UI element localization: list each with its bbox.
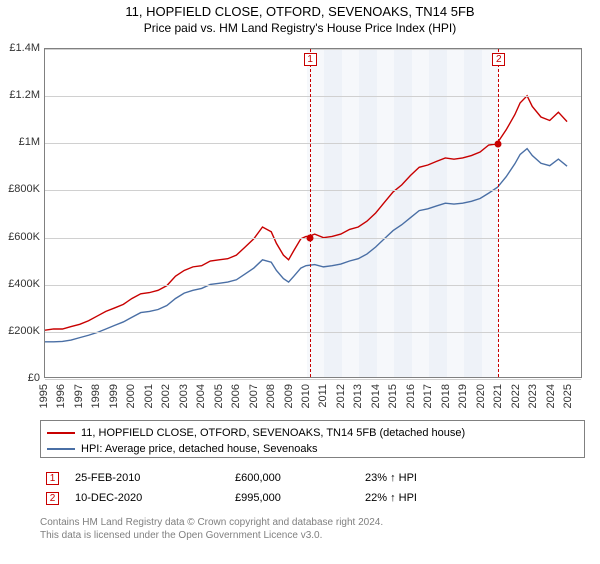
event-marker: 2 (46, 492, 59, 505)
x-tick-label: 2006 (230, 384, 242, 408)
x-tick-label: 2016 (405, 384, 417, 408)
gridline-h (45, 379, 581, 380)
legend-item: HPI: Average price, detached house, Seve… (47, 441, 578, 457)
x-tick-label: 2002 (160, 384, 172, 408)
x-tick-label: 2005 (213, 384, 225, 408)
x-tick-label: 2013 (352, 384, 364, 408)
marker-label: 1 (304, 53, 317, 66)
x-tick-label: 2014 (370, 384, 382, 408)
event-marker: 1 (46, 472, 59, 485)
y-tick-label: £400K (0, 278, 40, 290)
event-row: 2 10-DEC-2020£995,00022% ↑ HPI (46, 488, 579, 508)
gridline-h (45, 96, 581, 97)
legend-swatch (47, 432, 75, 434)
x-tick-label: 2020 (475, 384, 487, 408)
marker-dot (306, 234, 313, 241)
plot-area: 12 (44, 48, 582, 378)
chart-subtitle: Price paid vs. HM Land Registry's House … (0, 21, 600, 35)
marker-label: 2 (492, 53, 505, 66)
x-tick-label: 2001 (143, 384, 155, 408)
x-tick-label: 2008 (265, 384, 277, 408)
legend-label: 11, HOPFIELD CLOSE, OTFORD, SEVENOAKS, T… (81, 427, 465, 439)
x-tick-label: 2022 (510, 384, 522, 408)
event-row: 1 25-FEB-2010£600,00023% ↑ HPI (46, 468, 579, 488)
gridline-h (45, 332, 581, 333)
event-cell: 10-DEC-2020 (75, 492, 235, 504)
legend-item: 11, HOPFIELD CLOSE, OTFORD, SEVENOAKS, T… (47, 425, 578, 441)
event-cell: 23% ↑ HPI (365, 472, 485, 484)
marker-vline (498, 49, 499, 377)
x-tick-label: 2007 (248, 384, 260, 408)
x-tick-label: 2025 (562, 384, 574, 408)
x-tick-label: 1999 (108, 384, 120, 408)
x-tick-label: 2004 (195, 384, 207, 408)
footer-line-1: Contains HM Land Registry data © Crown c… (40, 516, 383, 529)
series-line (45, 96, 567, 330)
x-tick-label: 2003 (178, 384, 190, 408)
event-cell: £600,000 (235, 472, 365, 484)
gridline-h (45, 285, 581, 286)
legend-label: HPI: Average price, detached house, Seve… (81, 443, 317, 455)
y-tick-label: £200K (0, 325, 40, 337)
x-tick-label: 1996 (55, 384, 67, 408)
series-line (45, 149, 567, 342)
chart-container: 11, HOPFIELD CLOSE, OTFORD, SEVENOAKS, T… (0, 4, 600, 564)
marker-dot (495, 141, 502, 148)
y-tick-label: £800K (0, 183, 40, 195)
event-cell: 22% ↑ HPI (365, 492, 485, 504)
event-cell: 25-FEB-2010 (75, 472, 235, 484)
marker-vline (310, 49, 311, 377)
y-tick-label: £1.2M (0, 89, 40, 101)
legend-swatch (47, 448, 75, 450)
chart-title: 11, HOPFIELD CLOSE, OTFORD, SEVENOAKS, T… (0, 4, 600, 19)
x-tick-label: 2011 (317, 384, 329, 408)
event-cell: £995,000 (235, 492, 365, 504)
gridline-h (45, 49, 581, 50)
y-tick-label: £0 (0, 372, 40, 384)
x-tick-label: 2023 (527, 384, 539, 408)
y-tick-label: £600K (0, 231, 40, 243)
x-tick-label: 2021 (492, 384, 504, 408)
x-tick-label: 2009 (283, 384, 295, 408)
event-table: 1 25-FEB-2010£600,00023% ↑ HPI 2 10-DEC-202… (40, 462, 585, 510)
x-tick-label: 2019 (457, 384, 469, 408)
x-tick-label: 2017 (422, 384, 434, 408)
line-series-layer (45, 49, 581, 377)
footer: Contains HM Land Registry data © Crown c… (40, 516, 383, 542)
y-tick-label: £1M (0, 136, 40, 148)
y-tick-label: £1.4M (0, 42, 40, 54)
gridline-h (45, 190, 581, 191)
x-tick-label: 2012 (335, 384, 347, 408)
x-tick-label: 2018 (440, 384, 452, 408)
x-tick-label: 2000 (125, 384, 137, 408)
x-tick-label: 1997 (73, 384, 85, 408)
x-tick-label: 1995 (38, 384, 50, 408)
footer-line-2: This data is licensed under the Open Gov… (40, 529, 383, 542)
x-tick-label: 2010 (300, 384, 312, 408)
legend: 11, HOPFIELD CLOSE, OTFORD, SEVENOAKS, T… (40, 420, 585, 458)
x-tick-label: 2024 (545, 384, 557, 408)
x-tick-label: 2015 (387, 384, 399, 408)
x-tick-label: 1998 (90, 384, 102, 408)
